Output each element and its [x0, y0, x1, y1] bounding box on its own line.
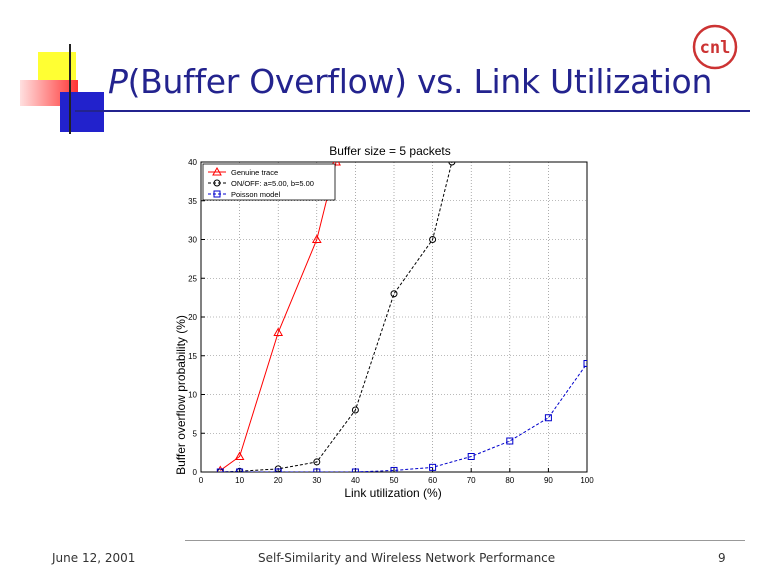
footer-rule [185, 540, 745, 541]
y-tick-label: 5 [193, 429, 198, 438]
data-point [448, 162, 456, 166]
y-tick-label: 25 [188, 274, 197, 283]
data-point [234, 451, 245, 460]
cnl-logo: cnl [692, 24, 738, 70]
legend-label: ON/OFF: a=5.00, b=5.00 [231, 179, 314, 188]
data-point [331, 162, 341, 166]
data-point [216, 468, 224, 472]
decor-vertical-line [69, 44, 71, 134]
data-point [390, 466, 398, 472]
data-point [506, 437, 514, 445]
legend-label: Genuine trace [231, 168, 278, 177]
x-tick-label: 60 [428, 476, 437, 485]
y-tick-label: 0 [193, 468, 198, 477]
y-tick-label: 20 [188, 313, 197, 322]
y-axis-label: Buffer overflow probability (%) [174, 315, 188, 475]
data-point [390, 290, 398, 298]
x-tick-label: 70 [467, 476, 476, 485]
data-point [583, 360, 587, 367]
data-point [313, 458, 321, 466]
x-axis-label: Link utilization (%) [344, 486, 441, 500]
x-tick-label: 100 [580, 476, 594, 485]
chart: Buffer size = 5 packets 0 10 20 30 40 50 60 70 8… [174, 144, 594, 500]
y-tick-label: 35 [188, 197, 197, 206]
x-tick-label: 50 [390, 476, 399, 485]
title-prefix: P [108, 62, 128, 101]
legend-box [202, 163, 336, 201]
data-point [311, 234, 322, 243]
series-2 [216, 360, 587, 472]
data-point [429, 463, 437, 471]
data-point [351, 406, 359, 414]
y-tick-label: 15 [188, 352, 197, 361]
footer-title: Self-Similarity and Wireless Network Per… [258, 551, 556, 565]
x-tick-label: 20 [274, 476, 283, 485]
legend-marker [212, 166, 222, 176]
x-tick-label: 90 [544, 476, 553, 485]
title-rest: (Buffer Overflow) vs. Link Utilization [127, 62, 713, 101]
logo-text: cnl [700, 38, 731, 58]
footer-date: June 12, 2001 [52, 551, 136, 565]
title-rule [75, 110, 750, 112]
legend-label: Poisson model [231, 190, 281, 199]
x-tick-label: 30 [312, 476, 321, 485]
chart-title: Buffer size = 5 packets [329, 144, 451, 158]
series-line [220, 162, 337, 471]
data-point [236, 468, 244, 472]
decor-blue-square [60, 92, 104, 132]
data-point [313, 468, 321, 472]
legend-marker [213, 190, 221, 198]
data-point [351, 468, 359, 472]
legend-marker [213, 179, 221, 187]
data-point [274, 468, 282, 472]
y-tick-label: 40 [188, 158, 197, 167]
data-point [544, 414, 552, 422]
y-tick-label: 30 [188, 236, 197, 245]
series-line [220, 363, 587, 472]
x-tick-label: 0 [199, 476, 204, 485]
x-tick-label: 80 [505, 476, 514, 485]
series-line [220, 162, 453, 472]
y-tick-label: 10 [188, 391, 197, 400]
data-point [467, 453, 475, 460]
x-tick-label: 40 [351, 476, 360, 485]
slide-title: P(Buffer Overflow) vs. Link Utilization [108, 62, 712, 101]
logo-ring [692, 24, 738, 70]
x-tick-label: 10 [235, 476, 244, 485]
page-number: 9 [718, 551, 726, 565]
data-point [429, 236, 437, 243]
data-point [273, 327, 284, 336]
